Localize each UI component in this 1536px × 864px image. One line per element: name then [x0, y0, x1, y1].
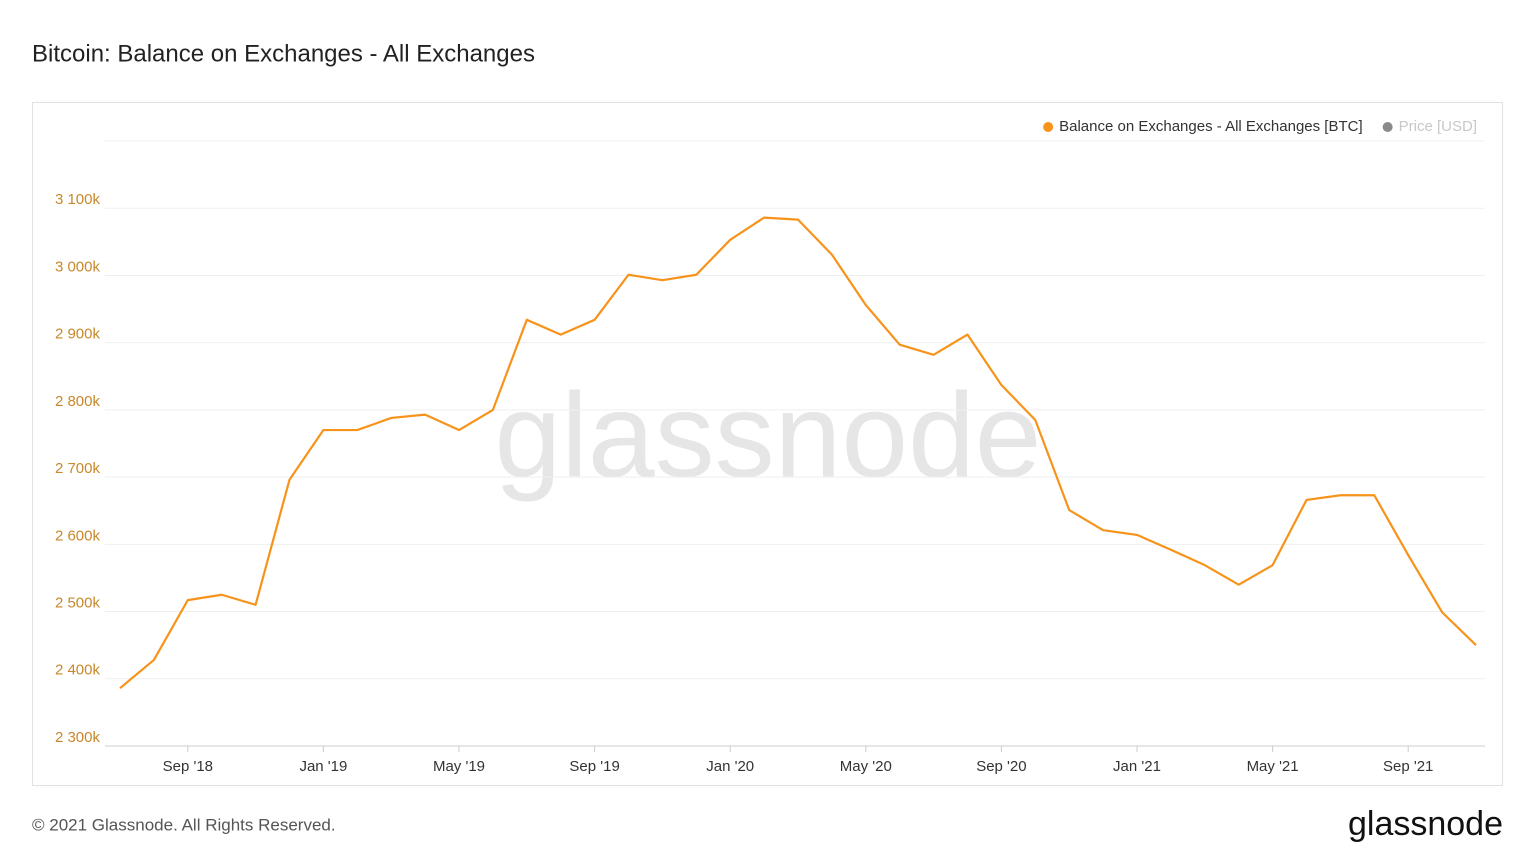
legend-swatch: [1043, 122, 1054, 132]
y-tick-label: 2 600k: [55, 527, 101, 544]
y-tick-label: 2 700k: [55, 460, 101, 477]
chart-card: [32, 102, 1503, 786]
y-tick-label: 2 500k: [55, 595, 101, 612]
x-tick-label: May '21: [1247, 758, 1299, 775]
watermark: glassnode: [494, 369, 1041, 503]
legend-swatch: [1382, 122, 1393, 132]
x-tick-label: Jan '21: [1113, 758, 1161, 775]
y-tick-label: 2 400k: [55, 662, 101, 679]
x-tick-label: Sep '18: [163, 758, 213, 775]
x-tick-label: Jan '20: [706, 758, 754, 775]
x-tick-label: May '20: [840, 758, 892, 775]
legend-label: Price [USD]: [1399, 118, 1477, 135]
y-tick-label: 2 900k: [55, 326, 101, 343]
x-tick-label: Sep '19: [569, 758, 619, 775]
y-tick-label: 3 000k: [55, 258, 101, 275]
data-line: [119, 216, 1477, 690]
legend-label: Balance on Exchanges - All Exchanges [BT…: [1059, 118, 1363, 135]
x-tick-label: Sep '20: [976, 758, 1026, 775]
chart-title: Bitcoin: Balance on Exchanges - All Exch…: [32, 40, 535, 67]
footer: © 2021 Glassnode. All Rights Reserved.: [32, 815, 336, 834]
y-tick-label: 2 800k: [55, 393, 101, 410]
x-tick-label: May '19: [433, 758, 485, 775]
x-tick-label: Sep '21: [1383, 758, 1433, 775]
y-tick-label: 2 300k: [55, 729, 101, 746]
brand-logo: glassnode: [1348, 805, 1503, 843]
y-tick-label: 3 100k: [55, 191, 101, 208]
x-tick-label: Jan '19: [299, 758, 347, 775]
